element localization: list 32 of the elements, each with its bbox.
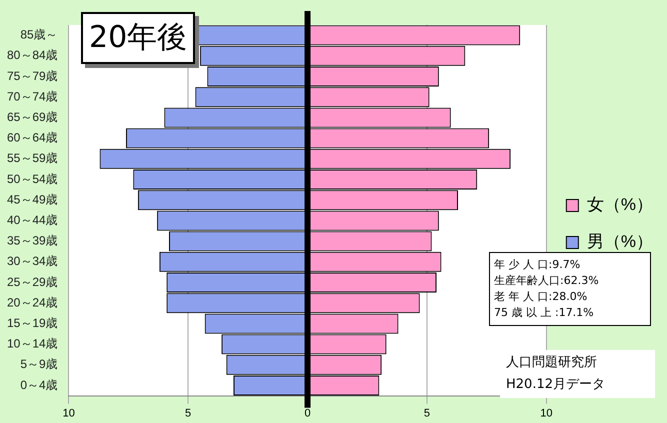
y-tick-label: 40～44歳 [6,213,58,228]
annotation: 生産年齢人口:62.3% [494,273,600,289]
y-tick-label: 50～54歳 [6,172,58,186]
annotation: H20.12月データ [506,376,606,394]
x-tick-label: 10 [540,407,553,420]
y-tick-label: 5～9歳 [20,357,58,372]
y-tick-label: 60～64歳 [6,130,58,145]
annotation: 人口問題研究所 [506,354,598,372]
y-tick-label: 15～19歳 [6,316,58,330]
x-tick-label: 5 [185,407,192,420]
x-tick-label: 0 [304,407,311,420]
legend-label: 男（%） [586,232,654,252]
x-tick-label: 10 [62,407,75,420]
y-tick-label: 30～34歳 [6,254,58,268]
y-tick-label: 55～59歳 [6,151,58,166]
annotation: 年 少 人 口:9.7% [494,257,582,273]
y-tick-label: 75～79歳 [6,68,58,83]
y-tick-label: 80～84歳 [6,48,58,62]
note-panel: 人口問題研究所 H20.12月データ [500,350,655,398]
y-tick-label: 10～14歳 [6,336,58,351]
y-tick-label: 0～4歳 [20,378,58,392]
y-tick-label: 65～69歳 [6,110,58,124]
annotation: 老 年 人 口:28.0% [494,289,588,305]
y-tick-label: 20～24歳 [6,295,58,310]
y-tick-label: 35～39歳 [6,234,58,248]
y-tick-label: 85歳～ [20,28,58,42]
y-tick-label: 25～29歳 [6,274,58,289]
annotation: 75 歳 以 上 :17.1% [494,305,595,321]
legend-label: 女（%） [586,195,654,214]
y-tick-label: 45～49歳 [6,192,58,206]
y-tick-label: 70～74歳 [6,89,58,104]
x-tick-label: 5 [424,407,430,420]
